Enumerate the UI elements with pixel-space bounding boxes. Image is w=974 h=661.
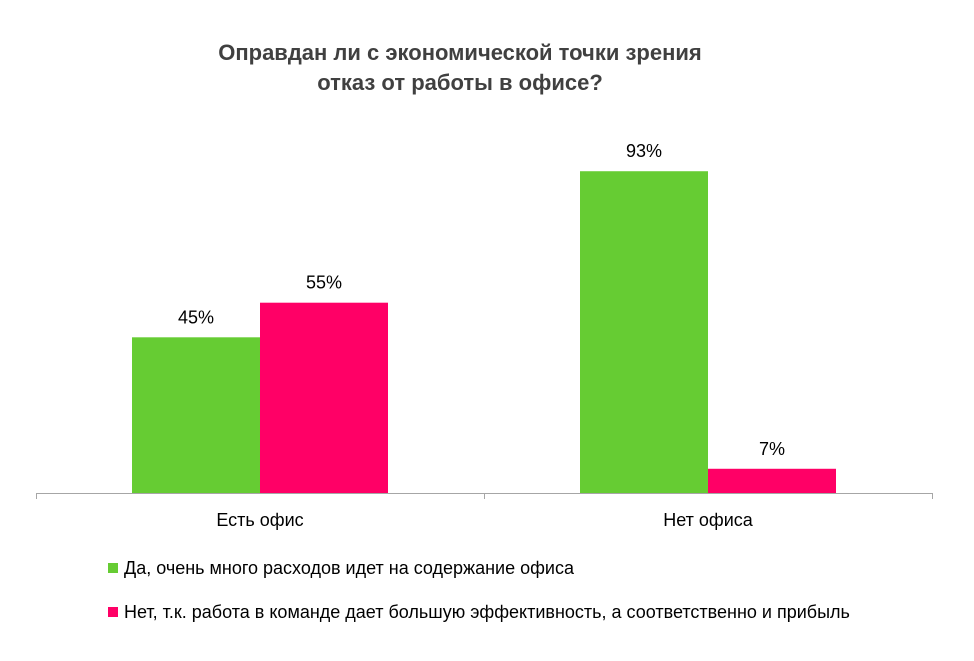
category-label-2: Нет офиса (663, 510, 754, 530)
legend-swatch-green (108, 563, 118, 573)
chart-title-line-2: отказ от работы в офисе? (317, 70, 603, 95)
category-label-1: Есть офис (216, 510, 303, 530)
bar-no-1 (260, 302, 388, 493)
chart-title-line-1: Оправдан ли с экономической точки зрения (218, 40, 702, 65)
bar-chart: 45% 55% Есть офис 93% 7% Нет офиса (36, 141, 933, 530)
bar-yes-1 (132, 337, 260, 493)
legend-item-yes: Да, очень много расходов идет на содержа… (108, 556, 908, 580)
legend-label-yes: Да, очень много расходов идет на содержа… (124, 558, 574, 578)
data-label-no-2: 7% (759, 439, 785, 459)
chart-title: Оправдан ли с экономической точки зрения… (0, 38, 920, 98)
bar-yes-2 (580, 171, 708, 493)
legend-label-no: Нет, т.к. работа в команде дает большую … (124, 602, 850, 622)
data-label-yes-1: 45% (178, 307, 214, 327)
legend-item-no: Нет, т.к. работа в команде дает большую … (108, 600, 908, 624)
data-label-no-1: 55% (306, 273, 342, 293)
data-label-yes-2: 93% (626, 141, 662, 161)
bar-no-2 (708, 468, 836, 493)
legend-swatch-pink (108, 607, 118, 617)
